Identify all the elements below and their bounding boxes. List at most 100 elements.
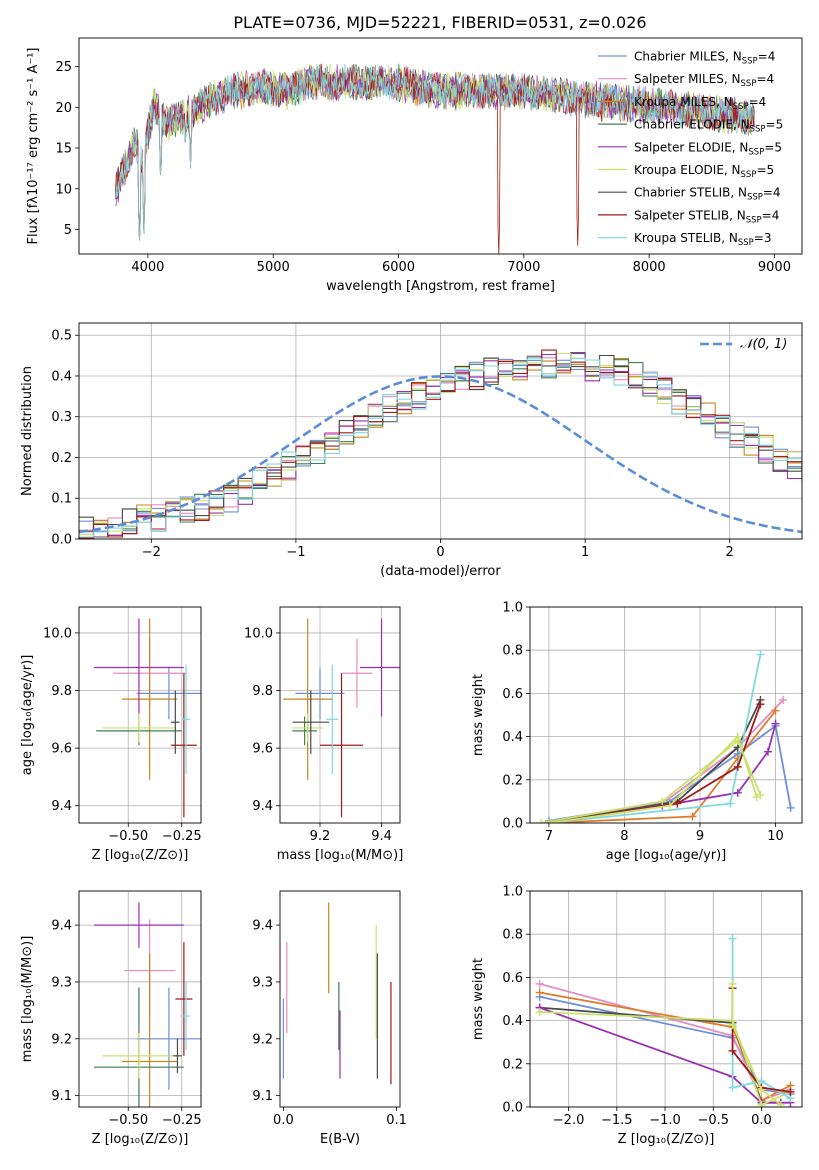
y-tick-label: 0.5 — [51, 329, 72, 344]
legend-label: Chabrier ELODIE, NSSP=5 — [634, 118, 783, 135]
y-axis-label: age [log₁₀(age/yr)] — [20, 655, 35, 776]
y-tick-label: 9.1 — [252, 1089, 273, 1104]
panel-age-vs-metallicity: −0.50 −0.25 9.4 9.6 9.8 10.0 Z [log₁₀(Z/Z⊙)] ag… — [20, 606, 202, 863]
y-tick-label: 9.3 — [252, 975, 273, 990]
y-tick-label: 9.6 — [252, 742, 273, 757]
plot-area — [114, 63, 755, 254]
y-tick-label: 5 — [64, 223, 72, 238]
y-tick-label: 9.8 — [252, 684, 273, 699]
axes-frame — [279, 606, 401, 824]
y-tick-label: 0.6 — [502, 687, 523, 702]
y-tick-label: 0.4 — [51, 369, 72, 384]
y-tick-label: 0.0 — [502, 817, 523, 832]
panel-mass-vs-extinction: 0.0 0.1 9.1 9.2 9.3 9.4 E(B-V) — [252, 890, 407, 1147]
y-tick-label: 9.4 — [51, 799, 72, 814]
x-tick-label: −1.5 — [601, 1113, 633, 1128]
mass-weight-line — [541, 739, 762, 823]
panel-mass-vs-metallicity: −0.50 −0.25 9.1 9.2 9.3 9.4 Z [log₁₀(Z/Z⊙)] mas… — [20, 890, 202, 1147]
spectrum-line — [114, 63, 755, 241]
y-tick-label: 1.0 — [502, 601, 523, 616]
y-tick-label: 20 — [55, 101, 72, 116]
mass-weight-line — [548, 699, 762, 823]
errorbar-point — [360, 618, 400, 717]
errorbar-point — [93, 618, 184, 717]
y-tick-label: 9.8 — [51, 684, 72, 699]
normal-curve — [79, 375, 802, 534]
x-tick-label: 0.0 — [273, 1113, 294, 1128]
legend-label: Kroupa ELODIE, NSSP=5 — [634, 163, 774, 180]
plot-area — [282, 902, 392, 1085]
legend-label: Chabrier MILES, NSSP=4 — [634, 50, 775, 67]
plot-area — [537, 650, 795, 823]
errorbar-point — [121, 953, 178, 1107]
x-tick-label: 9 — [696, 829, 704, 844]
x-tick-label: 0.1 — [386, 1113, 407, 1128]
plot-area — [93, 902, 201, 1107]
x-tick-label: 7000 — [507, 260, 540, 275]
plot-area — [283, 618, 400, 818]
y-tick-label: 0.8 — [502, 928, 523, 943]
legend: Chabrier MILES, NSSP=4 Salpeter MILES, NS… — [598, 50, 783, 248]
legend-label: Kroupa STELIB, NSSP=3 — [634, 231, 772, 248]
x-tick-label: 4000 — [131, 260, 164, 275]
y-tick-label: 10 — [55, 182, 72, 197]
y-tick-label: 10.0 — [244, 626, 273, 641]
y-tick-label: 25 — [55, 60, 72, 75]
legend-label: Salpeter STELIB, NSSP=4 — [634, 208, 779, 225]
x-tick-label: −0.50 — [108, 1113, 148, 1128]
x-tick-label: −1 — [286, 545, 305, 560]
axes-frame — [78, 890, 202, 1108]
legend-label: Chabrier STELIB, NSSP=4 — [634, 186, 781, 203]
errorbar-point — [93, 902, 184, 948]
x-tick-label: −1.0 — [649, 1113, 681, 1128]
panel-residuals: −2 −1 0 1 2 0.0 0.1 0.2 0.3 0.4 0.5 (data-model)/er… — [20, 322, 803, 579]
errorbar-point — [292, 713, 324, 743]
x-tick-label: 8 — [620, 829, 628, 844]
errorbar-point — [136, 667, 201, 720]
errorbar-point — [102, 1033, 176, 1079]
y-tick-label: 0.3 — [51, 410, 72, 425]
mass-weight-line — [548, 734, 758, 823]
errorbar-point — [173, 1038, 182, 1073]
errorbar-point — [171, 690, 180, 754]
axes-frame — [529, 890, 803, 1108]
errorbar-point — [341, 638, 373, 708]
x-tick-label: −2 — [142, 545, 161, 560]
y-axis-label: Normed distribution — [20, 366, 35, 496]
x-tick-label: −0.50 — [108, 829, 148, 844]
axes-frame — [529, 606, 803, 824]
y-axis-label: mass weight — [471, 674, 486, 756]
errorbar-point — [292, 716, 317, 746]
histogram-step — [79, 349, 802, 539]
y-tick-label: 9.4 — [51, 919, 72, 934]
y-tick-label: 9.2 — [252, 1032, 273, 1047]
y-tick-label: 0.0 — [51, 533, 72, 548]
errorbar-point — [121, 618, 178, 780]
y-axis-label: mass weight — [471, 958, 486, 1040]
x-tick-label: 8000 — [633, 260, 666, 275]
x-tick-label: 9000 — [758, 260, 791, 275]
y-tick-label: 9.6 — [51, 742, 72, 757]
plot-area — [79, 349, 802, 539]
legend-label: Salpeter MILES, NSSP=4 — [634, 72, 774, 89]
y-axis-label: mass [log₁₀(M/M⊙)] — [20, 936, 35, 1063]
errorbar-point — [175, 942, 193, 1056]
x-tick-label: 9.2 — [310, 829, 331, 844]
x-axis-label: (data-model)/error — [380, 564, 501, 579]
errorbar-point — [326, 664, 339, 775]
x-tick-label: 0 — [436, 545, 444, 560]
x-axis-label: E(B-V) — [320, 1132, 360, 1147]
errorbar-point — [102, 713, 176, 743]
errorbar-point — [320, 673, 364, 818]
y-tick-label: 15 — [55, 142, 72, 157]
histogram-step — [79, 358, 802, 538]
panel-mass-weight-vs-age: 7 8 9 10 0.0 0.2 0.4 0.6 0.8 1.0 age [log₁₀(age/yr… — [471, 601, 803, 863]
x-axis-label: Z [log₁₀(Z/Z⊙)] — [92, 1132, 189, 1147]
x-axis-label: age [log₁₀(age/yr)] — [606, 848, 727, 863]
y-tick-label: 0.4 — [502, 1014, 523, 1029]
plot-area — [535, 934, 795, 1107]
y-axis-label: Flux [fλ10⁻¹⁷ erg cm⁻² s⁻¹ A⁻¹] — [26, 48, 41, 245]
mass-weight-line — [548, 710, 777, 823]
y-tick-label: 0.2 — [51, 451, 72, 466]
x-tick-label: −0.25 — [162, 1113, 202, 1128]
